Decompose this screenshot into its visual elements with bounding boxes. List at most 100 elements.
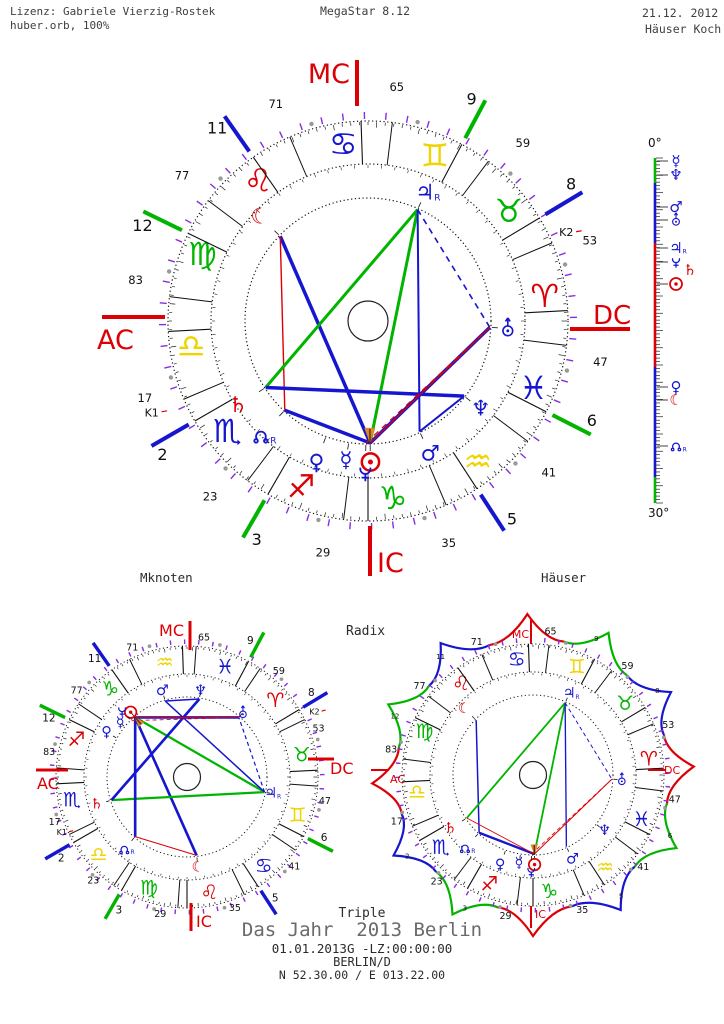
svg-text:65: 65 [389,80,404,94]
svg-text:9: 9 [247,635,254,647]
svg-text:R: R [270,436,276,446]
svg-text:MC: MC [512,628,529,641]
svg-text:12: 12 [390,712,399,720]
svg-text:47: 47 [593,355,608,369]
svg-text:23: 23 [203,489,218,503]
svg-text:6: 6 [587,411,597,430]
svg-text:♈: ♈ [266,688,284,712]
svg-text:17: 17 [138,391,153,405]
svg-text:K2: K2 [309,708,319,717]
svg-text:AC: AC [97,325,134,356]
svg-text:35: 35 [441,536,456,550]
svg-text:3: 3 [463,905,467,913]
svg-text:8: 8 [566,174,576,193]
svg-text:83: 83 [128,273,143,287]
svg-text:71: 71 [471,637,483,648]
svg-text:♀: ♀ [495,857,506,873]
svg-text:☾: ☾ [250,204,269,229]
svg-text:23: 23 [87,876,99,887]
svg-text:♄: ♄ [90,797,103,813]
svg-text:35: 35 [229,903,241,914]
svg-text:☿: ☿ [116,715,125,731]
svg-text:DC: DC [593,301,631,331]
svg-text:K2: K2 [559,226,573,239]
svg-text:♏: ♏ [213,412,242,450]
svg-text:♓: ♓ [216,654,234,678]
svg-text:3: 3 [116,905,123,917]
wheel-mknoten-small: ♈♉♊♋♌♍♎♏♐♑♒ ♓2356891112172329354147535965… [36,621,354,931]
svg-text:IC: IC [196,912,212,931]
svg-text:MC: MC [159,621,184,640]
svg-text:DC: DC [664,764,680,777]
svg-text:♎: ♎ [408,779,426,803]
svg-text:59: 59 [273,666,285,677]
svg-text:53: 53 [582,233,597,247]
svg-text:♓: ♓ [633,807,651,831]
svg-text:♀: ♀ [671,378,682,396]
svg-text:♊: ♊ [568,655,586,679]
svg-text:DC: DC [330,759,354,778]
svg-text:♊: ♊ [421,136,450,174]
svg-text:♃: ♃ [415,181,434,206]
svg-text:29: 29 [316,546,331,560]
svg-text:♐: ♐ [287,468,316,506]
svg-text:♃: ♃ [669,239,682,257]
wheel-haeuser-star: ♈♉♊♋♌♍♎♏♐ ♑♒♓2356891112172329354147535965… [370,612,696,938]
svg-text:♆: ♆ [194,683,207,699]
svg-text:41: 41 [288,861,300,872]
svg-text:♍: ♍ [416,719,434,743]
svg-text:♓: ♓ [519,369,548,407]
svg-text:♂: ♂ [669,198,682,216]
svg-text:♌: ♌ [452,671,470,695]
svg-text:♒: ♒ [464,443,493,481]
svg-text:♋: ♋ [329,125,358,163]
svg-text:♎: ♎ [177,327,206,365]
svg-text:9: 9 [594,635,598,643]
svg-text:☿: ☿ [339,448,352,473]
svg-text:9: 9 [466,89,476,108]
footer-datetime: 01.01.2013G -LZ:00:00:00 [271,941,453,956]
svg-text:41: 41 [541,466,556,480]
label-haeuser: Häuser [541,570,587,585]
svg-text:30°: 30° [648,506,669,520]
svg-text:MC: MC [308,59,350,90]
svg-text:AC: AC [390,773,405,786]
svg-text:35: 35 [576,905,588,916]
label-radix: Radix [346,624,386,639]
svg-text:☾: ☾ [192,860,205,876]
svg-text:☿: ☿ [515,855,524,871]
svg-text:5: 5 [507,510,517,529]
svg-text:♐: ♐ [67,727,85,751]
svg-text:♉: ♉ [494,192,523,230]
svg-text:11: 11 [88,653,101,665]
svg-text:☿: ☿ [671,152,680,170]
svg-text:47: 47 [319,796,331,807]
svg-text:♈: ♈ [530,277,559,315]
svg-text:♆: ♆ [471,397,490,422]
svg-text:53: 53 [313,724,325,735]
svg-text:♌: ♌ [200,880,218,904]
svg-text:K1: K1 [57,828,67,837]
footer-place: BERLIN/D [333,955,391,969]
svg-text:♍: ♍ [140,876,158,900]
svg-text:♌: ♌ [244,161,273,199]
svg-text:83: 83 [43,747,55,758]
svg-text:♎: ♎ [90,842,108,866]
svg-text:♃: ♃ [563,686,576,702]
svg-text:♑: ♑ [540,879,558,903]
svg-text:♄: ♄ [228,393,247,418]
svg-text:♊: ♊ [289,803,307,827]
svg-text:11: 11 [436,653,445,661]
svg-text:2: 2 [405,853,409,861]
svg-text:6: 6 [668,832,673,840]
svg-text:IC: IC [377,548,404,579]
svg-text:29: 29 [154,909,166,920]
svg-text:♒: ♒ [156,650,174,674]
svg-text:47: 47 [669,795,681,806]
svg-text:♋: ♋ [508,647,526,671]
svg-text:71: 71 [268,97,283,111]
svg-text:AC: AC [37,774,59,793]
svg-text:♉: ♉ [616,691,634,715]
svg-text:2: 2 [157,445,167,464]
svg-text:71: 71 [126,643,138,654]
